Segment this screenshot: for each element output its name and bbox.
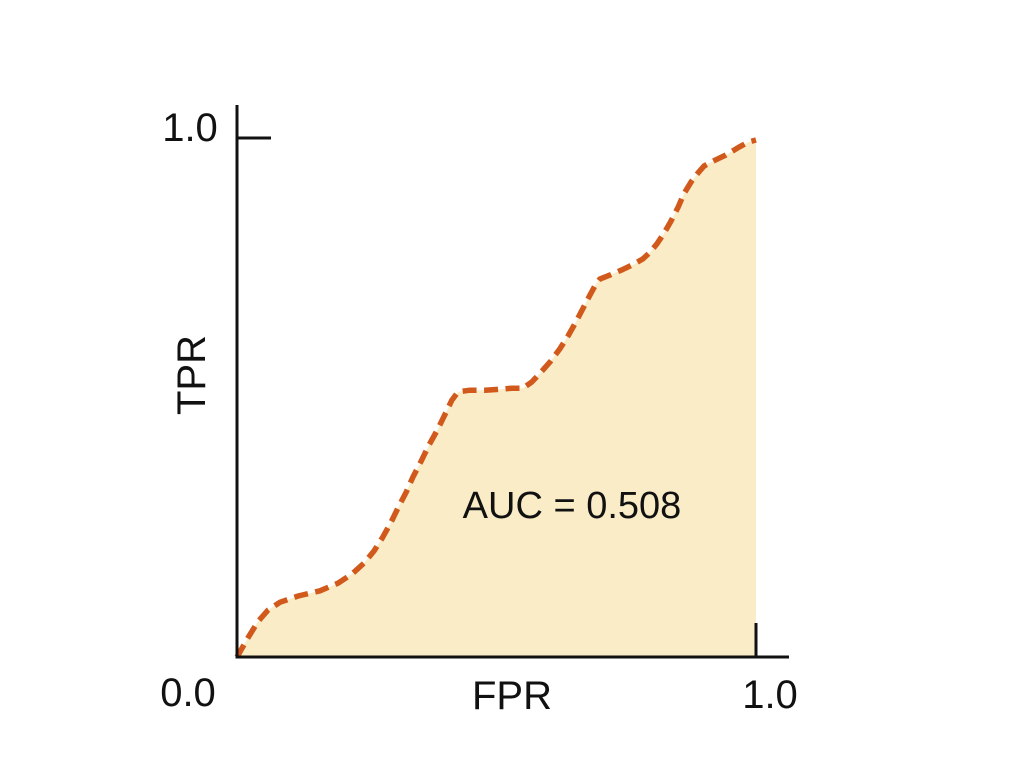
y-tick-label-1.0: 1.0 (162, 106, 218, 150)
roc-curve-line (234, 137, 757, 659)
y-axis-title: TPR (170, 335, 214, 415)
x-tick-label-0.0: 0.0 (160, 671, 216, 715)
auc-annotation: AUC = 0.508 (462, 485, 682, 527)
x-tick-label-1.0: 1.0 (742, 673, 798, 717)
roc-area-fill (237, 140, 756, 657)
x-axis-title: FPR (472, 674, 552, 718)
